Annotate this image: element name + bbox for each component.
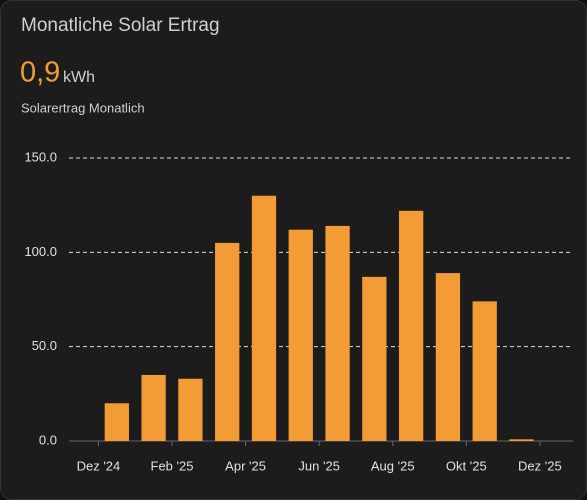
bar: [398, 210, 424, 441]
x-tick-label: Okt '25: [446, 458, 487, 473]
bar: [362, 276, 387, 441]
bar: [251, 195, 277, 441]
state-value: 0,9: [20, 57, 60, 89]
x-tick-label: Aug '25: [371, 458, 415, 473]
card-subtitle: Solarertrag Monatlich: [21, 100, 145, 115]
bar: [104, 403, 129, 441]
bar: [141, 374, 166, 441]
bar: [215, 242, 240, 441]
y-tick-label: 150.0: [24, 149, 57, 164]
y-tick-label: 50.0: [32, 338, 57, 353]
card-title: Monatliche Solar Ertrag: [21, 15, 220, 36]
y-tick-label: 100.0: [24, 244, 57, 259]
x-tick-label: Feb '25: [151, 458, 194, 473]
state-unit: kWh: [63, 69, 95, 86]
bar: [472, 301, 497, 441]
y-tick-label: 0.0: [39, 432, 57, 447]
x-tick-label: Dez '24: [77, 458, 121, 473]
x-tick-label: Apr '25: [225, 458, 266, 473]
x-tick-label: Jun '25: [298, 458, 340, 473]
bar: [509, 439, 534, 441]
x-tick-label: Dez '25: [518, 458, 562, 473]
bar: [325, 225, 350, 441]
bar: [178, 378, 203, 441]
bar: [435, 273, 461, 441]
bar: [288, 229, 313, 441]
